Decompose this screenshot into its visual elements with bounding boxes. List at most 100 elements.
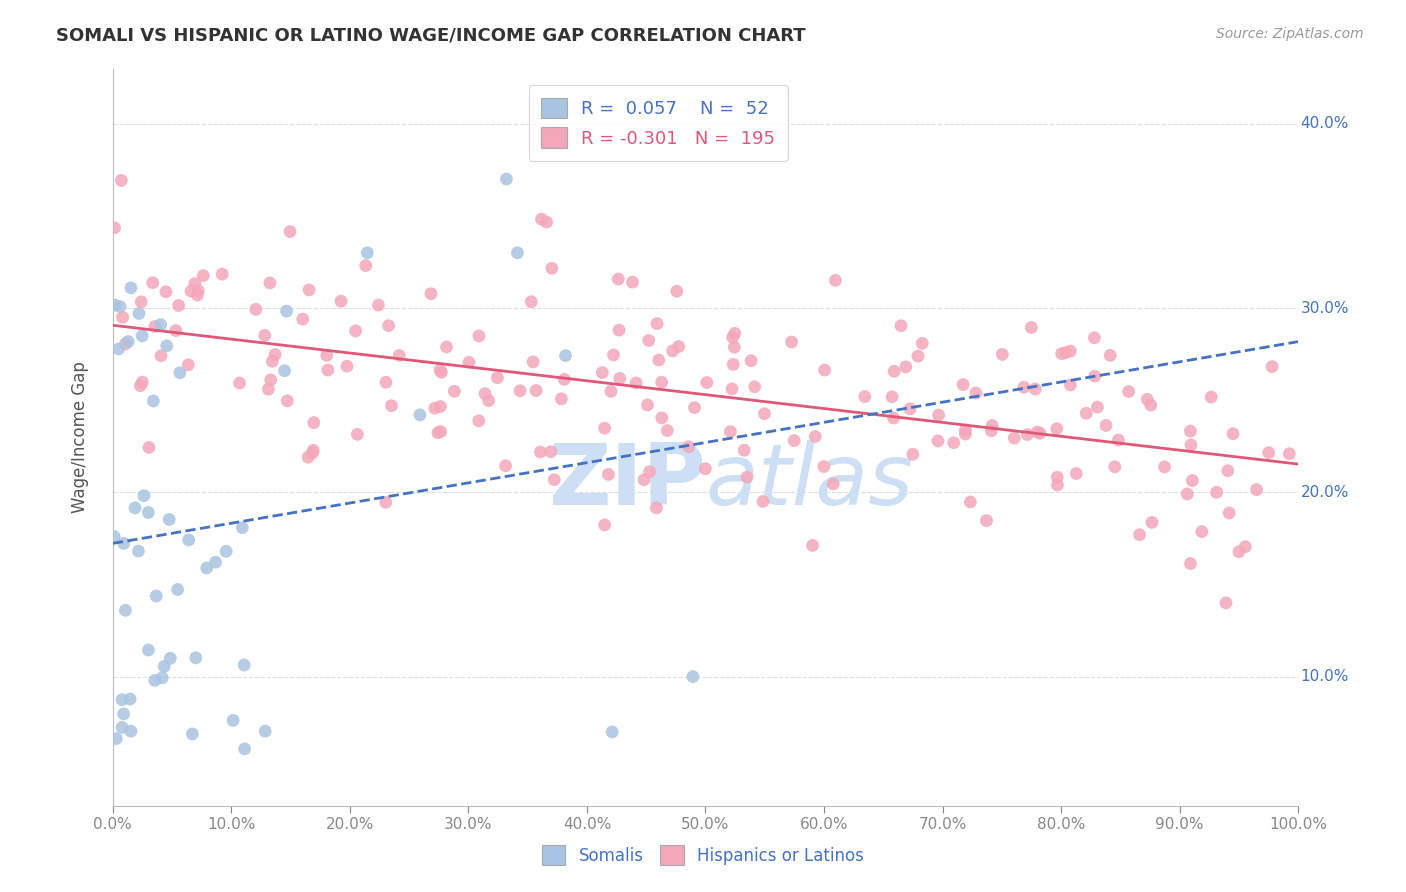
Point xyxy=(1029,426,1052,441)
Point xyxy=(177,533,200,547)
Point xyxy=(1021,320,1043,334)
Point xyxy=(723,358,745,372)
Point xyxy=(853,390,876,404)
Point xyxy=(621,275,644,289)
Point xyxy=(1059,378,1081,392)
Point xyxy=(111,692,134,706)
Point xyxy=(657,424,679,438)
Point xyxy=(193,268,215,283)
Point xyxy=(143,319,166,334)
Point xyxy=(145,589,167,603)
Point xyxy=(668,339,690,353)
Point xyxy=(718,425,741,439)
Point xyxy=(233,742,256,756)
Point xyxy=(1024,382,1046,396)
Point xyxy=(114,337,136,351)
Point xyxy=(965,386,987,401)
Point xyxy=(1180,438,1202,452)
Point xyxy=(520,294,543,309)
Point xyxy=(607,272,630,286)
Point xyxy=(883,411,905,425)
Point xyxy=(907,349,929,363)
Point xyxy=(262,354,284,368)
Point xyxy=(104,298,127,312)
Point xyxy=(316,363,339,377)
Point xyxy=(186,288,208,302)
Point xyxy=(131,329,153,343)
Point xyxy=(429,363,451,377)
Point xyxy=(911,336,934,351)
Point xyxy=(955,423,977,437)
Point xyxy=(780,334,803,349)
Point xyxy=(721,330,744,344)
Point xyxy=(661,343,683,358)
Point xyxy=(740,353,762,368)
Point xyxy=(222,714,245,728)
Point xyxy=(110,173,132,187)
Point xyxy=(132,489,155,503)
Point xyxy=(894,359,917,374)
Legend: R =  0.057    N =  52, R = -0.301   N =  195: R = 0.057 N = 52, R = -0.301 N = 195 xyxy=(529,85,787,161)
Point xyxy=(952,377,974,392)
Point xyxy=(166,582,188,597)
Point xyxy=(991,347,1014,361)
Point xyxy=(264,347,287,361)
Point xyxy=(420,286,443,301)
Point xyxy=(522,355,544,369)
Point xyxy=(233,657,256,672)
Point xyxy=(600,725,623,739)
Point xyxy=(131,375,153,389)
Point xyxy=(880,390,903,404)
Point xyxy=(112,706,135,721)
Point xyxy=(536,215,558,229)
Point xyxy=(624,376,647,390)
Point xyxy=(1216,464,1239,478)
Point xyxy=(380,399,402,413)
Point xyxy=(1180,424,1202,438)
Text: 20.0%: 20.0% xyxy=(1301,485,1348,500)
Point xyxy=(423,401,446,416)
Point xyxy=(754,407,776,421)
Point xyxy=(695,462,717,476)
Text: Source: ZipAtlas.com: Source: ZipAtlas.com xyxy=(1216,27,1364,41)
Point xyxy=(336,359,359,374)
Point xyxy=(253,328,276,343)
Point xyxy=(375,376,398,390)
Point xyxy=(959,495,981,509)
Point xyxy=(159,651,181,665)
Point xyxy=(486,370,509,384)
Point xyxy=(928,408,950,422)
Point xyxy=(553,372,575,386)
Point xyxy=(506,245,529,260)
Point xyxy=(430,365,453,379)
Point xyxy=(1046,470,1069,484)
Point xyxy=(129,378,152,392)
Point xyxy=(744,380,766,394)
Point xyxy=(301,446,323,460)
Point xyxy=(801,538,824,552)
Point xyxy=(273,364,295,378)
Point xyxy=(117,334,139,349)
Point xyxy=(478,393,501,408)
Point xyxy=(120,724,142,739)
Point xyxy=(1046,422,1069,436)
Point xyxy=(1099,348,1122,362)
Legend: Somalis, Hispanics or Latinos: Somalis, Hispanics or Latinos xyxy=(531,836,875,875)
Point xyxy=(150,671,173,685)
Point xyxy=(550,392,572,406)
Point xyxy=(645,500,668,515)
Point xyxy=(898,401,921,416)
Point xyxy=(637,334,659,348)
Point xyxy=(976,514,998,528)
Point xyxy=(356,245,378,260)
Point xyxy=(127,544,149,558)
Point xyxy=(823,477,845,491)
Point xyxy=(1257,445,1279,459)
Y-axis label: Wage/Income Gap: Wage/Income Gap xyxy=(72,361,89,513)
Point xyxy=(114,603,136,617)
Point xyxy=(901,447,924,461)
Point xyxy=(181,727,204,741)
Point xyxy=(245,302,267,317)
Point xyxy=(254,724,277,739)
Point xyxy=(645,317,668,331)
